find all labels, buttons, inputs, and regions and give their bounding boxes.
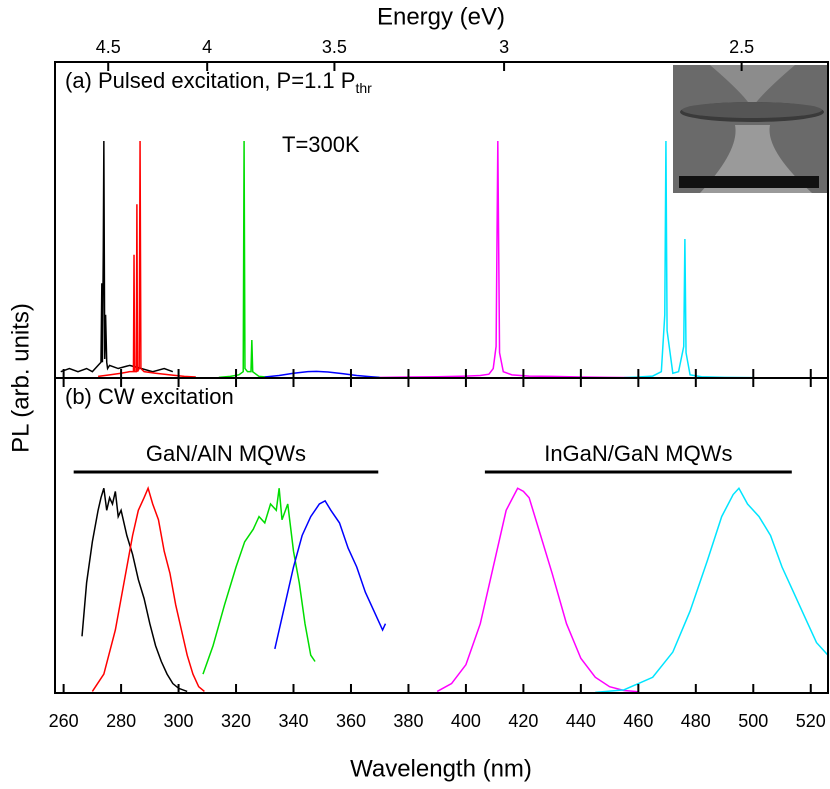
x-tick-label: 360 [336,711,366,731]
x-tick-label: 260 [49,711,79,731]
x-tick-label: 520 [796,711,826,731]
panel-label-text: (a) Pulsed excitation, P=1.1 P [65,68,355,93]
panel-label: (a) Pulsed excitation, P=1.1 Pthr [65,68,372,96]
x-tick-label: 400 [451,711,481,731]
x2-axis-label: Energy (eV) [377,3,505,30]
x2-tick-label: 4 [202,37,212,57]
spectrum-line [97,140,196,378]
x2-tick-label: 4.5 [96,37,121,57]
inset-drawing [679,65,824,193]
spectrum-line [218,140,271,379]
x-tick-label: 460 [623,711,653,731]
x2-tick-label: 3.5 [322,37,347,57]
x-tick-label: 300 [164,711,194,731]
spectrum-line [81,488,188,693]
panel-label-sub: thr [355,80,372,96]
panel-label-text: (b) CW excitation [65,384,234,409]
spectrum-line [274,499,387,650]
annotation: GaN/AlN MQWs [146,441,306,466]
spectrum-line [91,486,205,692]
spectrum-line [595,486,829,694]
x-tick-label: 320 [221,711,251,731]
panel-frame [54,377,829,694]
x-tick-label: 420 [508,711,538,731]
spectrum-line [379,140,639,379]
spectrum-line [202,488,316,675]
spectrum-line [60,140,174,373]
x-tick-label: 340 [278,711,308,731]
spectrum-line [264,370,380,379]
x2-tick-label: 3 [499,37,509,57]
panel-label: (b) CW excitation [65,384,234,409]
spectrum-line [436,487,639,693]
x-axis-label: Wavelength (nm) [350,755,532,782]
x-tick-label: 480 [681,711,711,731]
annotation: InGaN/GaN MQWs [544,441,732,466]
y-axis-label: PL (arb. units) [7,303,34,453]
x-tick-label: 380 [393,711,423,731]
x-tick-label: 280 [106,711,136,731]
x-tick-label: 500 [738,711,768,731]
annotation: T=300K [282,132,360,157]
x-tick-label: 440 [566,711,596,731]
x2-tick-label: 2.5 [729,37,754,57]
